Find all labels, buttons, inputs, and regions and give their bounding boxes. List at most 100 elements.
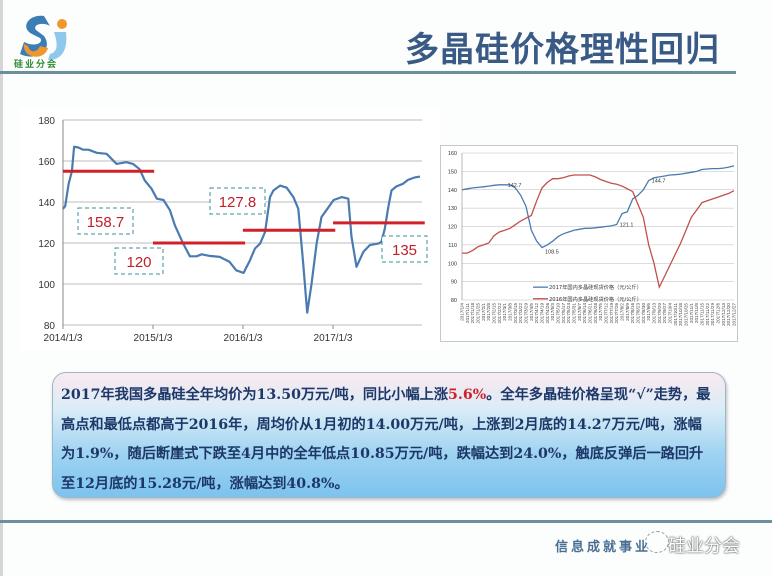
x-tick-label: 2017/9/20 (657, 303, 662, 324)
x-tick-label: 2017/3/29 (524, 303, 529, 324)
average-label: 127.8 (219, 194, 257, 211)
y-tick-label: 120 (448, 225, 457, 231)
x-tick-label: 2017/8/9 (625, 303, 630, 321)
x-tick-label: 2017/11/29 (710, 303, 715, 326)
summary-highlight: 5.6% (448, 387, 487, 403)
y-tick-label: 150 (448, 169, 457, 175)
x-tick-label: 2017/10/18 (678, 303, 683, 326)
x-tick-label: 2017/6/21 (588, 303, 593, 324)
data-label: 121.1 (620, 222, 634, 228)
data-label: 108.5 (545, 250, 559, 256)
average-label: 120 (126, 254, 151, 271)
x-tick-label: 2017/10/25 (684, 303, 689, 326)
series-line (462, 174, 735, 290)
y-tick-label: 140 (448, 188, 457, 194)
x-tick-label: 2017/6/28 (593, 303, 598, 324)
x-tick-label: 2014/1/3 (44, 333, 83, 344)
footer-divider (0, 520, 772, 523)
x-tick-label: 2017/7/5 (598, 303, 603, 321)
y-tick-label: 90 (451, 280, 457, 286)
series-line (461, 165, 735, 249)
y-tick-label: 110 (448, 243, 457, 249)
x-tick-label: 2017/4/5 (529, 303, 534, 321)
x-tick-label: 2017/1/18 (470, 303, 475, 324)
y-tick-label: 100 (38, 280, 55, 291)
x-tick-label: 2017/11/1 (689, 303, 694, 324)
data-label: 142.7 (508, 183, 522, 189)
y-tick-label: 100 (448, 261, 457, 267)
y-tick-label: 80 (44, 321, 56, 332)
y-tick-label: 160 (448, 151, 457, 157)
average-label-box (77, 207, 134, 235)
x-tick-label: 2017/10/11 (673, 303, 678, 326)
average-label-box (381, 235, 428, 263)
x-tick-label: 2017/6/14 (582, 303, 587, 324)
x-tick-label: 2017/1/3 (314, 333, 353, 344)
slide-edge (0, 0, 3, 576)
y-tick-label: 180 (38, 116, 55, 127)
x-tick-label: 2017/9/27 (662, 303, 667, 324)
x-tick-label: 2017/7/12 (604, 303, 609, 324)
logo-icon (20, 15, 67, 60)
summary-text: 2017年我国多晶硅全年均价为13.50万元/吨，同比小幅上涨5.6%。全年多晶… (61, 381, 715, 499)
x-tick-label: 2017/12/6 (716, 303, 721, 324)
x-tick-label: 2017/11/8 (694, 303, 699, 324)
x-tick-label: 2017/3/1 (502, 303, 507, 321)
x-tick-label: 2017/5/17 (561, 303, 566, 324)
summary-box: 2017年我国多晶硅全年均价为13.50万元/吨，同比小幅上涨5.6%。全年多晶… (52, 372, 726, 498)
x-tick-label: 2017/3/22 (518, 303, 523, 324)
x-tick-label: 2017/4/12 (534, 303, 539, 324)
x-tick-label: 2017/12/13 (721, 303, 726, 326)
x-tick-label: 2017/2/8 (486, 303, 491, 321)
wechat-icon (645, 531, 669, 553)
x-tick-label: 2017/11/22 (705, 303, 710, 326)
x-tick-label: 2017/5/3 (550, 303, 555, 321)
data-label: 144.7 (652, 179, 666, 185)
x-tick-label: 2017/3/15 (513, 303, 518, 324)
summary-part1: 2017年我国多晶硅全年均价为13.50万元/吨，同比小幅上涨 (61, 387, 449, 403)
x-tick-label: 2017/6/7 (577, 303, 582, 321)
footer-slogan: 信息成就事业 (555, 540, 652, 555)
y-tick-label: 130 (448, 206, 457, 212)
x-tick-label: 2017/11/15 (700, 303, 705, 326)
x-tick-label: 2017/12/20 (726, 303, 731, 326)
y-tick-label: 80 (451, 298, 457, 304)
average-label-box (114, 247, 164, 275)
legend-label: 2016年国内多晶硅现货价格（元/公斤） (549, 295, 642, 303)
x-tick-label: 2017/1/11 (465, 303, 470, 324)
legend-label: 2017年国内多晶硅现货价格（元/公斤） (549, 283, 642, 291)
header-divider (0, 71, 736, 74)
x-tick-label: 2017/7/19 (609, 303, 614, 324)
watermark: 硅业分会 (668, 536, 740, 557)
x-tick-label: 2017/8/16 (630, 303, 635, 324)
x-tick-label: 2017/2/15 (492, 303, 497, 324)
logo-text: 硅业分会 (14, 60, 59, 70)
price-line (62, 145, 421, 314)
x-tick-label: 2017/2/22 (497, 303, 502, 324)
page-title: 多晶硅价格理性回归 (405, 30, 720, 70)
weekly-price-chart-frame: 80 90 100 110 120 130 140 150 160 2017/1/4 2017/1/… (440, 145, 738, 342)
average-label-box (209, 187, 266, 215)
x-tick-label: 2017/8/23 (636, 303, 641, 324)
x-tick-label: 2017/5/31 (572, 303, 577, 324)
x-tick-label: 2017/4/19 (540, 303, 545, 324)
x-tick-label: 2017/5/24 (566, 303, 571, 324)
summary-part2: 。全年多晶硅价格呈现“√”走势，最高点和最低点都高于2016年，周均价从1月初的… (61, 387, 711, 492)
x-tick-label: 2015/1/3 (134, 333, 173, 344)
x-tick-label: 2017/12/27 (732, 303, 737, 326)
y-tick-label: 160 (38, 157, 55, 168)
x-tick-label: 2017/4/26 (545, 303, 550, 324)
x-tick-label: 2017/9/13 (652, 303, 657, 324)
x-tick-label: 2017/8/30 (641, 303, 646, 324)
x-tick-label: 2017/7/26 (614, 303, 619, 324)
x-tick-label: 2016/1/3 (224, 333, 263, 344)
average-label: 135 (392, 242, 417, 259)
y-tick-label: 120 (38, 239, 55, 250)
x-tick-label: 2017/2/1 (481, 303, 486, 321)
price-history-chart: 80 100 120 140 160 180 2014/1/3 2015/1/3 2016/1/… (20, 108, 440, 350)
x-tick-label: 2017/8/2 (620, 303, 625, 321)
x-tick-label: 2017/10/4 (668, 303, 673, 324)
x-tick-label: 2017/9/6 (646, 303, 651, 321)
x-tick-label: 2017/5/10 (556, 303, 561, 324)
